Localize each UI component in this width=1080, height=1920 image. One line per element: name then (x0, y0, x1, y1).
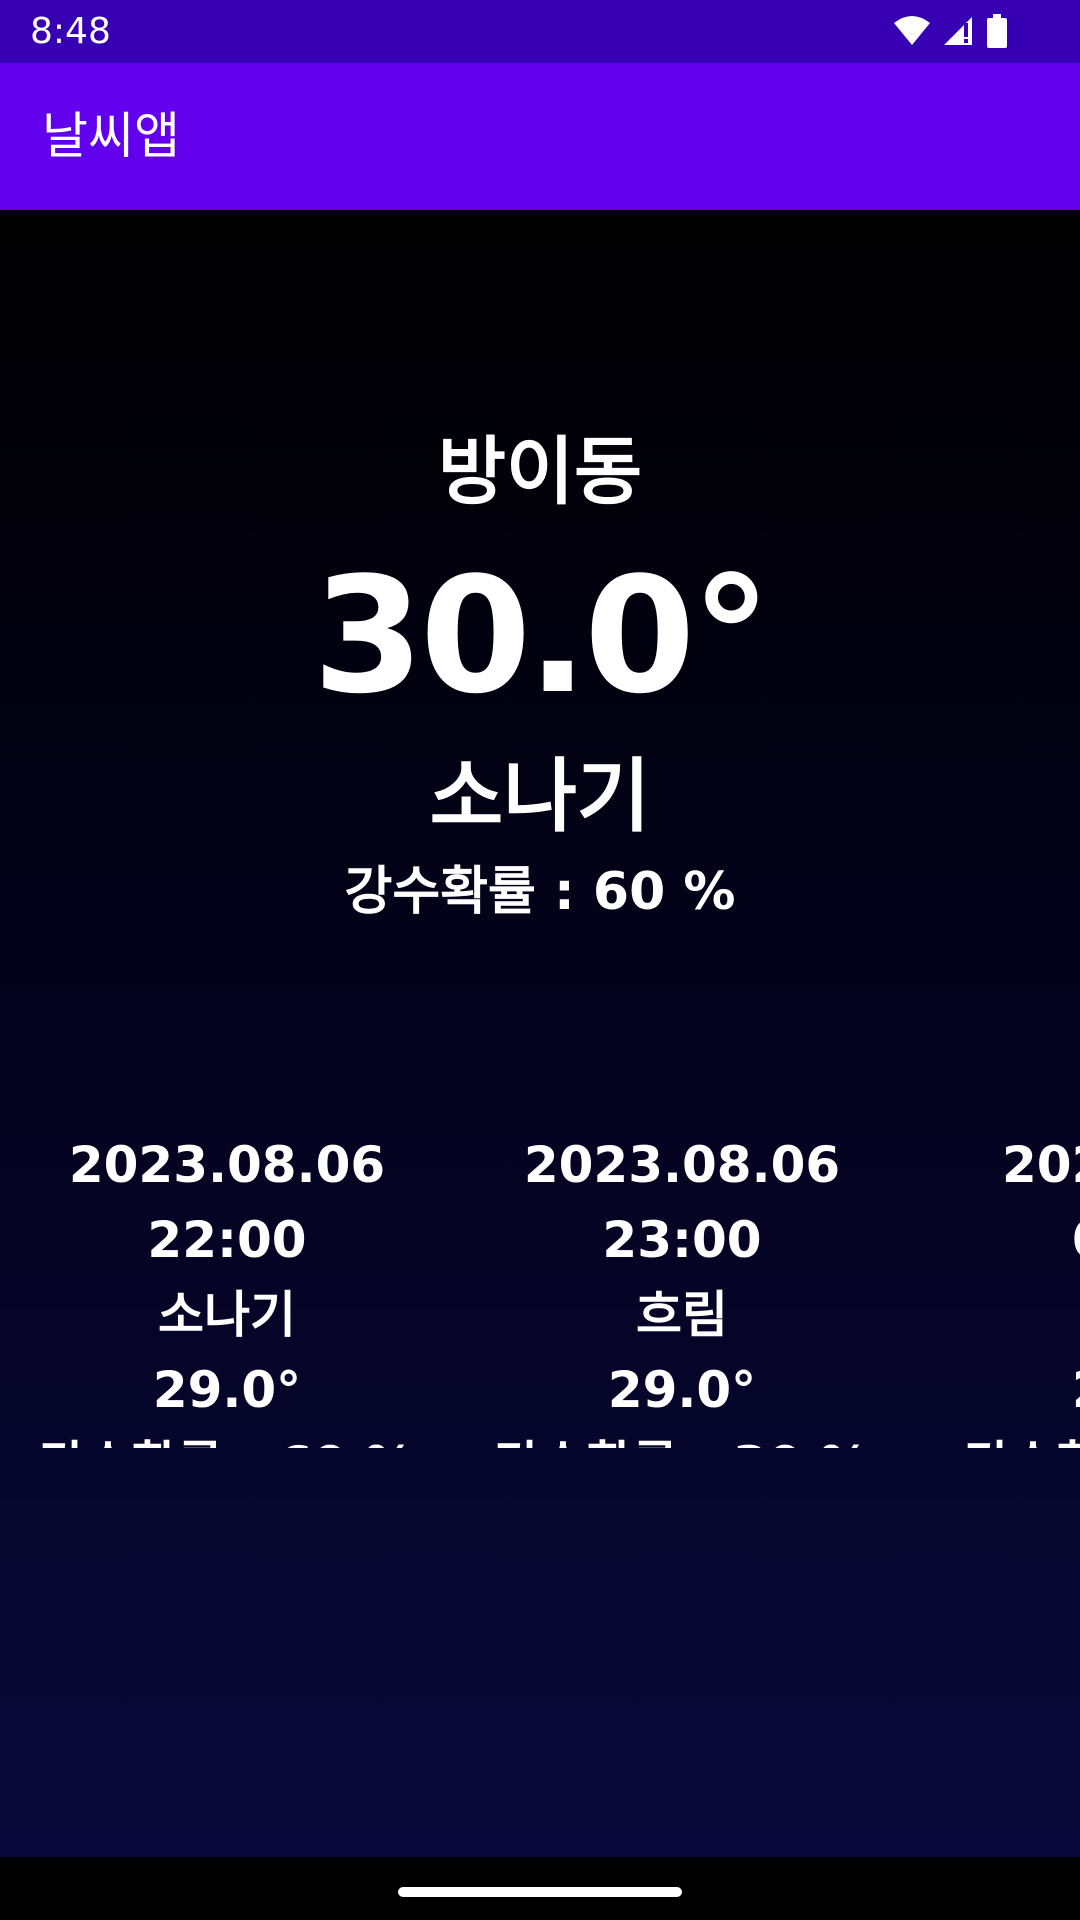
forecast-date: 2023.08.06 (523, 1136, 841, 1194)
forecast-date: 202 (1002, 1136, 1080, 1194)
forecast-item: 2023.08.06 23:00 흐림 29.0° 강수확률 : 30 % (482, 1128, 882, 1448)
hourly-forecast-list[interactable]: 2023.08.06 22:00 소나기 29.0° 강수확률 : 60 % 2… (0, 1128, 1080, 1448)
forecast-time: 23:00 (602, 1211, 762, 1269)
weather-content: 방이동 30.0° 소나기 강수확률 : 60 % 2023.08.06 22:… (0, 210, 1080, 1857)
forecast-precipitation: 강수확률 : 60 % (27, 1428, 427, 1448)
current-precipitation: 강수확률 : 60 % (344, 862, 736, 922)
status-bar: 8:48 (0, 0, 1080, 63)
forecast-precipitation: 강수확 (964, 1428, 1080, 1448)
app-title: 날씨앱 (42, 107, 180, 165)
app-bar: 날씨앱 (0, 63, 1080, 210)
forecast-date: 2023.08.06 (68, 1136, 386, 1194)
forecast-condition (964, 1278, 1080, 1353)
forecast-precipitation: 강수확률 : 30 % (482, 1428, 882, 1448)
home-gesture-handle[interactable] (398, 1887, 682, 1897)
forecast-time: 0 (964, 1203, 1080, 1278)
forecast-temperature: 29.0° (152, 1361, 302, 1419)
signal-icon (944, 17, 972, 45)
current-temperature: 30.0° (312, 542, 772, 729)
forecast-condition: 흐림 (636, 1286, 728, 1344)
forecast-item: 2023.08.06 22:00 소나기 29.0° 강수확률 : 60 % (27, 1128, 427, 1448)
current-condition: 소나기 (429, 750, 651, 843)
forecast-item-partial: 202 0 2 강수확 (964, 1128, 1080, 1448)
location-name: 방이동 (437, 429, 643, 515)
status-icons (892, 13, 1008, 49)
forecast-temperature: 29.0° (607, 1361, 757, 1419)
forecast-temperature: 2 (964, 1353, 1080, 1428)
status-time: 8:48 (30, 11, 111, 52)
wifi-icon (894, 16, 930, 45)
battery-icon (987, 14, 1007, 48)
forecast-time: 22:00 (147, 1211, 307, 1269)
forecast-condition: 소나기 (158, 1286, 296, 1344)
navigation-bar (0, 1857, 1080, 1920)
